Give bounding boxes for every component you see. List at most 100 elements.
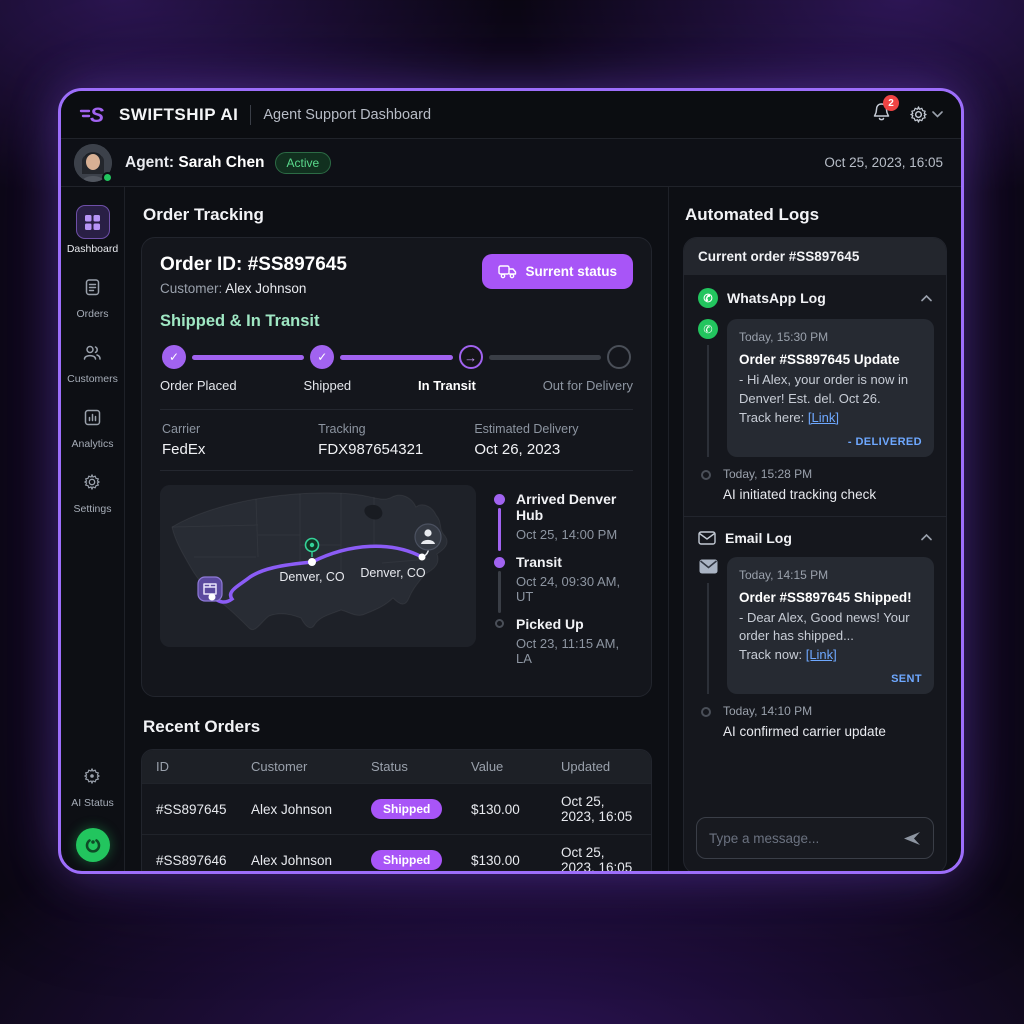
swiftship-logo-icon: S (79, 103, 109, 127)
sidebar-item-ai-status[interactable]: AI Status (71, 755, 114, 813)
email-message-card[interactable]: Today, 14:15 PM Order #SS897645 Shipped!… (727, 556, 934, 695)
recent-orders-table: ID Customer Status Value Updated #SS8976… (141, 749, 652, 871)
chevron-down-icon (932, 111, 943, 118)
chevron-up-icon (921, 534, 932, 541)
order-tracking-title: Order Tracking (143, 205, 264, 224)
event-text: AI initiated tracking check (723, 486, 877, 502)
delivery-status: - DELIVERED (847, 435, 922, 448)
shipment-timeline: Arrived Denver Hub Oct 25, 14:00 PM Tran… (492, 485, 633, 678)
log-event: Today, 14:10 PM AI confirmed carrier upd… (684, 694, 946, 743)
agent-avatar[interactable] (74, 143, 113, 183)
whatsapp-icon: ✆ (698, 319, 718, 339)
customer-line: Customer: Alex Johnson (160, 281, 307, 296)
message-body: - Hi Alex, your order is now in Denver! … (739, 372, 909, 425)
order-id: Order ID: #SS897645 (160, 254, 347, 275)
email-log-header[interactable]: Email Log (684, 517, 946, 555)
sidebar-item-orders[interactable]: Orders (76, 266, 110, 324)
timeline-item: Transit Oct 24, 09:30 AM, UT (492, 554, 633, 616)
col-status: Status (371, 759, 408, 774)
message-title: Order #SS897645 Update (739, 352, 900, 367)
origin-package-icon (197, 576, 223, 602)
sidebar-item-customers[interactable]: Customers (67, 331, 118, 389)
chevron-up-icon (921, 294, 932, 301)
tracking-label: Tracking (318, 422, 366, 436)
whatsapp-thread: ✆ Today, 15:30 PM Order #SS897645 Update… (684, 317, 946, 457)
whatsapp-log-label: WhatsApp Log (727, 290, 826, 306)
automated-logs-panel: Automated Logs Current order #SS897645 ✆… (669, 187, 961, 871)
event-dot (701, 707, 711, 718)
sidebar-item-label: Dashboard (66, 243, 119, 255)
progress-connector (192, 354, 305, 360)
bar-chart-icon (75, 400, 109, 434)
settings-menu-button[interactable] (909, 105, 943, 124)
timeline-dot (494, 619, 504, 628)
col-value: Value (471, 759, 504, 774)
order-tracking-card: Order ID: #SS897645 Customer: Alex Johns… (141, 237, 652, 697)
clipboard-icon (76, 270, 110, 304)
sidebar-item-analytics[interactable]: Analytics (71, 396, 114, 454)
step-label: Out for Delivery (542, 378, 633, 393)
brand-divider (250, 104, 252, 125)
timeline-item: Arrived Denver Hub Oct 25, 14:00 PM (492, 491, 633, 554)
notifications-button[interactable]: 2 (872, 95, 899, 127)
sidebar-item-dashboard[interactable]: Dashboard (67, 201, 118, 259)
recent-orders-title: Recent Orders (143, 717, 261, 736)
table-row[interactable]: #SS897645 Alex Johnson Shipped $130.00 O… (142, 783, 651, 834)
table-row[interactable]: #SS897646 Alex Johnson Shipped $130.00 O… (142, 834, 651, 871)
event-text: AI confirmed carrier update (723, 724, 886, 740)
message-input-container (696, 817, 934, 859)
whatsapp-icon: ✆ (698, 288, 718, 308)
gear-icon (910, 106, 927, 123)
carrier-value: FedEx (162, 441, 206, 458)
customer-name: Alex Johnson (225, 281, 307, 296)
ai-status-gear-icon (75, 759, 109, 793)
send-button[interactable] (903, 831, 921, 846)
step-label: Shipped (303, 378, 352, 393)
agent-label: Agent: Sarah Chen (125, 153, 265, 171)
timeline-title: Picked Up (516, 616, 584, 632)
brand-name: SWIFTSHIP AI (119, 104, 239, 124)
whatsapp-log-header[interactable]: ✆ WhatsApp Log (684, 275, 946, 317)
message-time: Today, 14:15 PM (739, 567, 829, 582)
sent-status: SENT (891, 673, 922, 686)
step-shipped-dot: ✓ (310, 345, 335, 369)
step-out-for-delivery-dot (606, 345, 631, 369)
envelope-filled-icon (698, 557, 718, 577)
timeline-title: Arrived Denver Hub (516, 491, 617, 523)
top-bar: S SWIFTSHIP AI Agent Support Dashboard 2 (61, 91, 961, 139)
step-order-placed-dot: ✓ (162, 345, 186, 369)
notification-badge: 2 (883, 95, 899, 111)
eta-label: Estimated Delivery (474, 422, 579, 436)
sidebar-item-settings[interactable]: Settings (74, 461, 111, 519)
map-label-destination: Denver, CO (360, 566, 426, 580)
whatsapp-message-card[interactable]: Today, 15:30 PM Order #SS897645 Update -… (727, 319, 934, 457)
page-title: Agent Support Dashboard (263, 106, 432, 123)
people-icon (75, 335, 109, 369)
ai-power-button[interactable] (75, 828, 110, 862)
col-customer: Customer (251, 759, 308, 774)
progress-labels: Order Placed Shipped In Transit Out for … (160, 378, 633, 393)
main-content: Order Tracking Order ID: #SS897645 Custo… (125, 187, 669, 871)
agent-bar: Agent: Sarah Chen Active Oct 25, 2023, 1… (61, 139, 961, 187)
step-label: Order Placed (160, 378, 237, 393)
tracking-number: FDX987654321 (318, 441, 424, 458)
sidebar-item-label: Analytics (71, 438, 114, 450)
envelope-icon (698, 530, 716, 545)
message-title: Order #SS897645 Shipped! (739, 589, 912, 605)
route-map[interactable]: Denver, CO Denver, CO (160, 485, 476, 647)
timeline-dot (493, 494, 505, 505)
sidebar-item-label: Orders (76, 308, 109, 320)
tracking-link[interactable]: [Link] (805, 647, 837, 663)
current-datetime: Oct 25, 2023, 16:05 (824, 155, 943, 170)
sidebar: Dashboard Orders (61, 187, 125, 871)
event-dot (701, 469, 711, 480)
timeline-title: Transit (516, 554, 562, 570)
step-label: In Transit (418, 378, 476, 393)
timeline-time: Oct 23, 11:15 AM, LA (516, 636, 620, 666)
current-status-button[interactable]: Surrent status (482, 254, 633, 289)
dashboard-grid-icon (75, 205, 110, 239)
destination-person-icon (414, 523, 442, 551)
tracking-link[interactable]: [Link] (807, 409, 839, 425)
message-input[interactable] (709, 830, 903, 846)
shipment-status-heading: Shipped & In Transit (160, 312, 320, 330)
